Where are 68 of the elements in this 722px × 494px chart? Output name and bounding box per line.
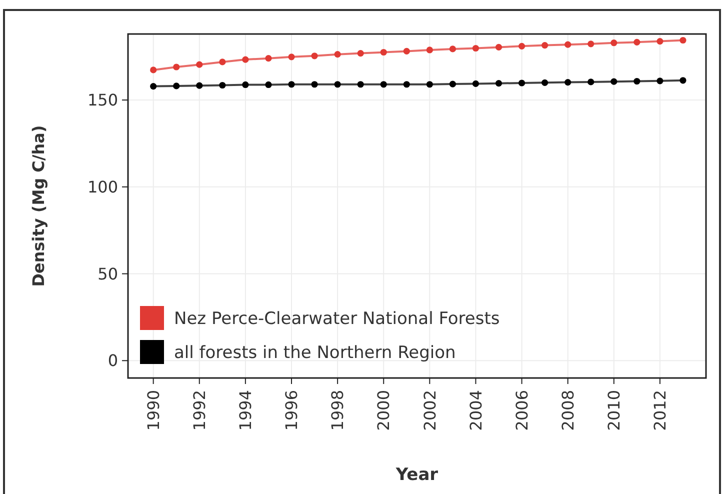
x-tick-label: 2006 [512,390,532,431]
point [680,77,686,84]
point [472,80,480,87]
point [311,81,318,88]
legend-label: Nez Perce-Clearwater National Forests [174,308,500,329]
point [403,81,410,88]
point [242,81,249,88]
point [196,82,203,89]
point [588,40,594,48]
point [610,78,618,85]
x-tick-label: 1996 [282,390,302,431]
x-tick-label: 2012 [650,390,670,431]
point [680,36,686,44]
x-tick-label: 2000 [374,390,394,431]
x-tick-label: 1990 [144,390,163,431]
y-tick-label: 150 [87,90,118,110]
point [634,78,640,85]
point [634,38,640,46]
point [495,44,502,51]
point [518,42,526,50]
point [380,48,387,56]
x-tick-label: 2008 [558,390,578,431]
point [357,50,364,57]
point [242,56,249,63]
point [150,82,157,90]
point [196,61,203,68]
x-tick-label: 1994 [236,390,256,431]
point [334,51,341,58]
x-tick-label: 2010 [604,390,624,431]
point [380,81,387,88]
point [426,46,433,54]
point [449,46,456,52]
point [588,78,594,86]
point [311,52,318,60]
point [265,81,272,88]
point [357,81,364,88]
point [173,64,180,70]
point [542,42,548,49]
point [219,82,226,89]
point [426,81,433,88]
point [495,80,502,87]
point [150,66,157,74]
point [656,78,664,84]
point [564,41,572,48]
point [449,80,456,88]
y-tick-label: 0 [108,351,118,370]
x-axis-title: Year [394,465,439,485]
point [219,58,226,66]
point [265,55,272,62]
legend-label: all forests in the Northern Region [174,342,456,363]
x-tick-label: 2002 [420,390,440,431]
x-tick-label: 2004 [466,390,486,431]
point [403,48,410,54]
y-tick-label: 100 [87,177,118,196]
point [173,82,180,90]
point [334,81,341,88]
y-tick-label: 50 [98,264,118,284]
point [656,38,664,45]
point [288,81,295,88]
point [610,40,618,46]
x-tick-label: 1992 [190,390,209,431]
x-tick-label: 1998 [328,390,348,431]
point [518,80,526,86]
y-axis-title: Density (Mg C/ha) [29,125,48,287]
point [564,79,572,86]
point [542,79,548,86]
point [288,54,295,60]
point [472,44,480,52]
